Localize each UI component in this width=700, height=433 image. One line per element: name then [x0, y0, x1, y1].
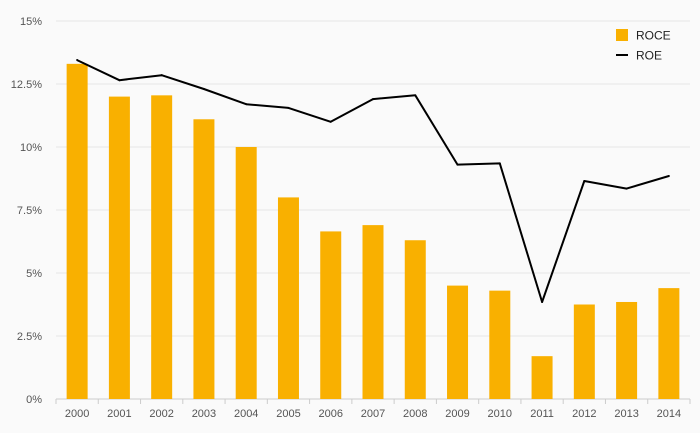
roe-point-2014: [667, 174, 670, 177]
roce-bar-2003: [193, 119, 215, 399]
roce-bar-2014: [658, 288, 680, 399]
x-tick-label: 2003: [192, 408, 216, 420]
roe-point-2000: [76, 59, 79, 62]
roe-point-2005: [287, 106, 290, 109]
roce-bar-2001: [108, 96, 130, 399]
roce-bar-2004: [235, 147, 257, 399]
x-tick-label: 2008: [403, 408, 427, 420]
x-tick-label: 2010: [488, 408, 512, 420]
roe-point-2008: [414, 94, 417, 97]
roce-bar-2013: [616, 301, 638, 399]
roe-point-2010: [498, 162, 501, 165]
roe-point-2004: [245, 103, 248, 106]
roce-bar-2008: [404, 240, 426, 399]
x-tick-label: 2006: [318, 408, 342, 420]
roce-bars: [66, 63, 680, 400]
roe-line-series: [76, 59, 670, 303]
roe-point-2009: [456, 163, 459, 166]
legend-label-roce: ROCE: [636, 29, 671, 43]
roe-point-2003: [202, 88, 205, 91]
x-tick-label: 2002: [149, 408, 173, 420]
roe-point-2001: [118, 79, 121, 82]
roce-bar-2005: [277, 197, 299, 399]
roe-point-2006: [329, 120, 332, 123]
roe-point-2012: [583, 180, 586, 183]
x-tick-label: 2000: [65, 408, 89, 420]
x-tick-label: 2011: [530, 408, 554, 420]
legend-label-roe: ROE: [636, 49, 662, 63]
x-tick-label: 2005: [276, 408, 300, 420]
x-axis: 2000 2001 2002 2003 2004 2005 2006 2007 2008 2009…: [55, 399, 691, 420]
x-tick-label: 2007: [361, 408, 385, 420]
x-tick-label: 2013: [614, 408, 638, 420]
y-tick-label: 2.5%: [17, 331, 42, 343]
roce-bar-2012: [573, 304, 595, 399]
roce-bar-2000: [66, 63, 88, 400]
y-tick-label: 7.5%: [17, 205, 42, 217]
y-tick-label: 5%: [26, 268, 42, 280]
roe-point-2007: [372, 98, 374, 101]
roce-bar-2007: [362, 225, 384, 399]
y-tick-label: 10%: [20, 142, 42, 154]
x-tick-label: 2001: [107, 408, 131, 420]
roce-bar-2009: [447, 285, 469, 399]
roce-bar-2011: [531, 356, 553, 399]
legend: ROCE ROE: [616, 29, 671, 63]
roe-point-2002: [160, 74, 163, 77]
roce-bar-2002: [151, 95, 173, 399]
y-axis: 0% 2.5% 5% 7.5% 10% 12.5% 15%: [11, 16, 42, 406]
roce-bar-2010: [489, 290, 511, 399]
x-tick-label: 2004: [234, 408, 258, 420]
y-tick-label: 12.5%: [11, 79, 42, 91]
roe-point-2011: [541, 300, 544, 303]
legend-swatch-roce: [616, 29, 628, 41]
x-tick-label: 2009: [445, 408, 469, 420]
x-tick-label: 2014: [657, 408, 681, 420]
roe-point-2013: [625, 187, 628, 190]
y-tick-label: 0%: [26, 394, 42, 406]
x-tick-label: 2012: [572, 408, 596, 420]
y-tick-label: 15%: [20, 16, 42, 28]
roce-bar-2006: [320, 231, 342, 399]
